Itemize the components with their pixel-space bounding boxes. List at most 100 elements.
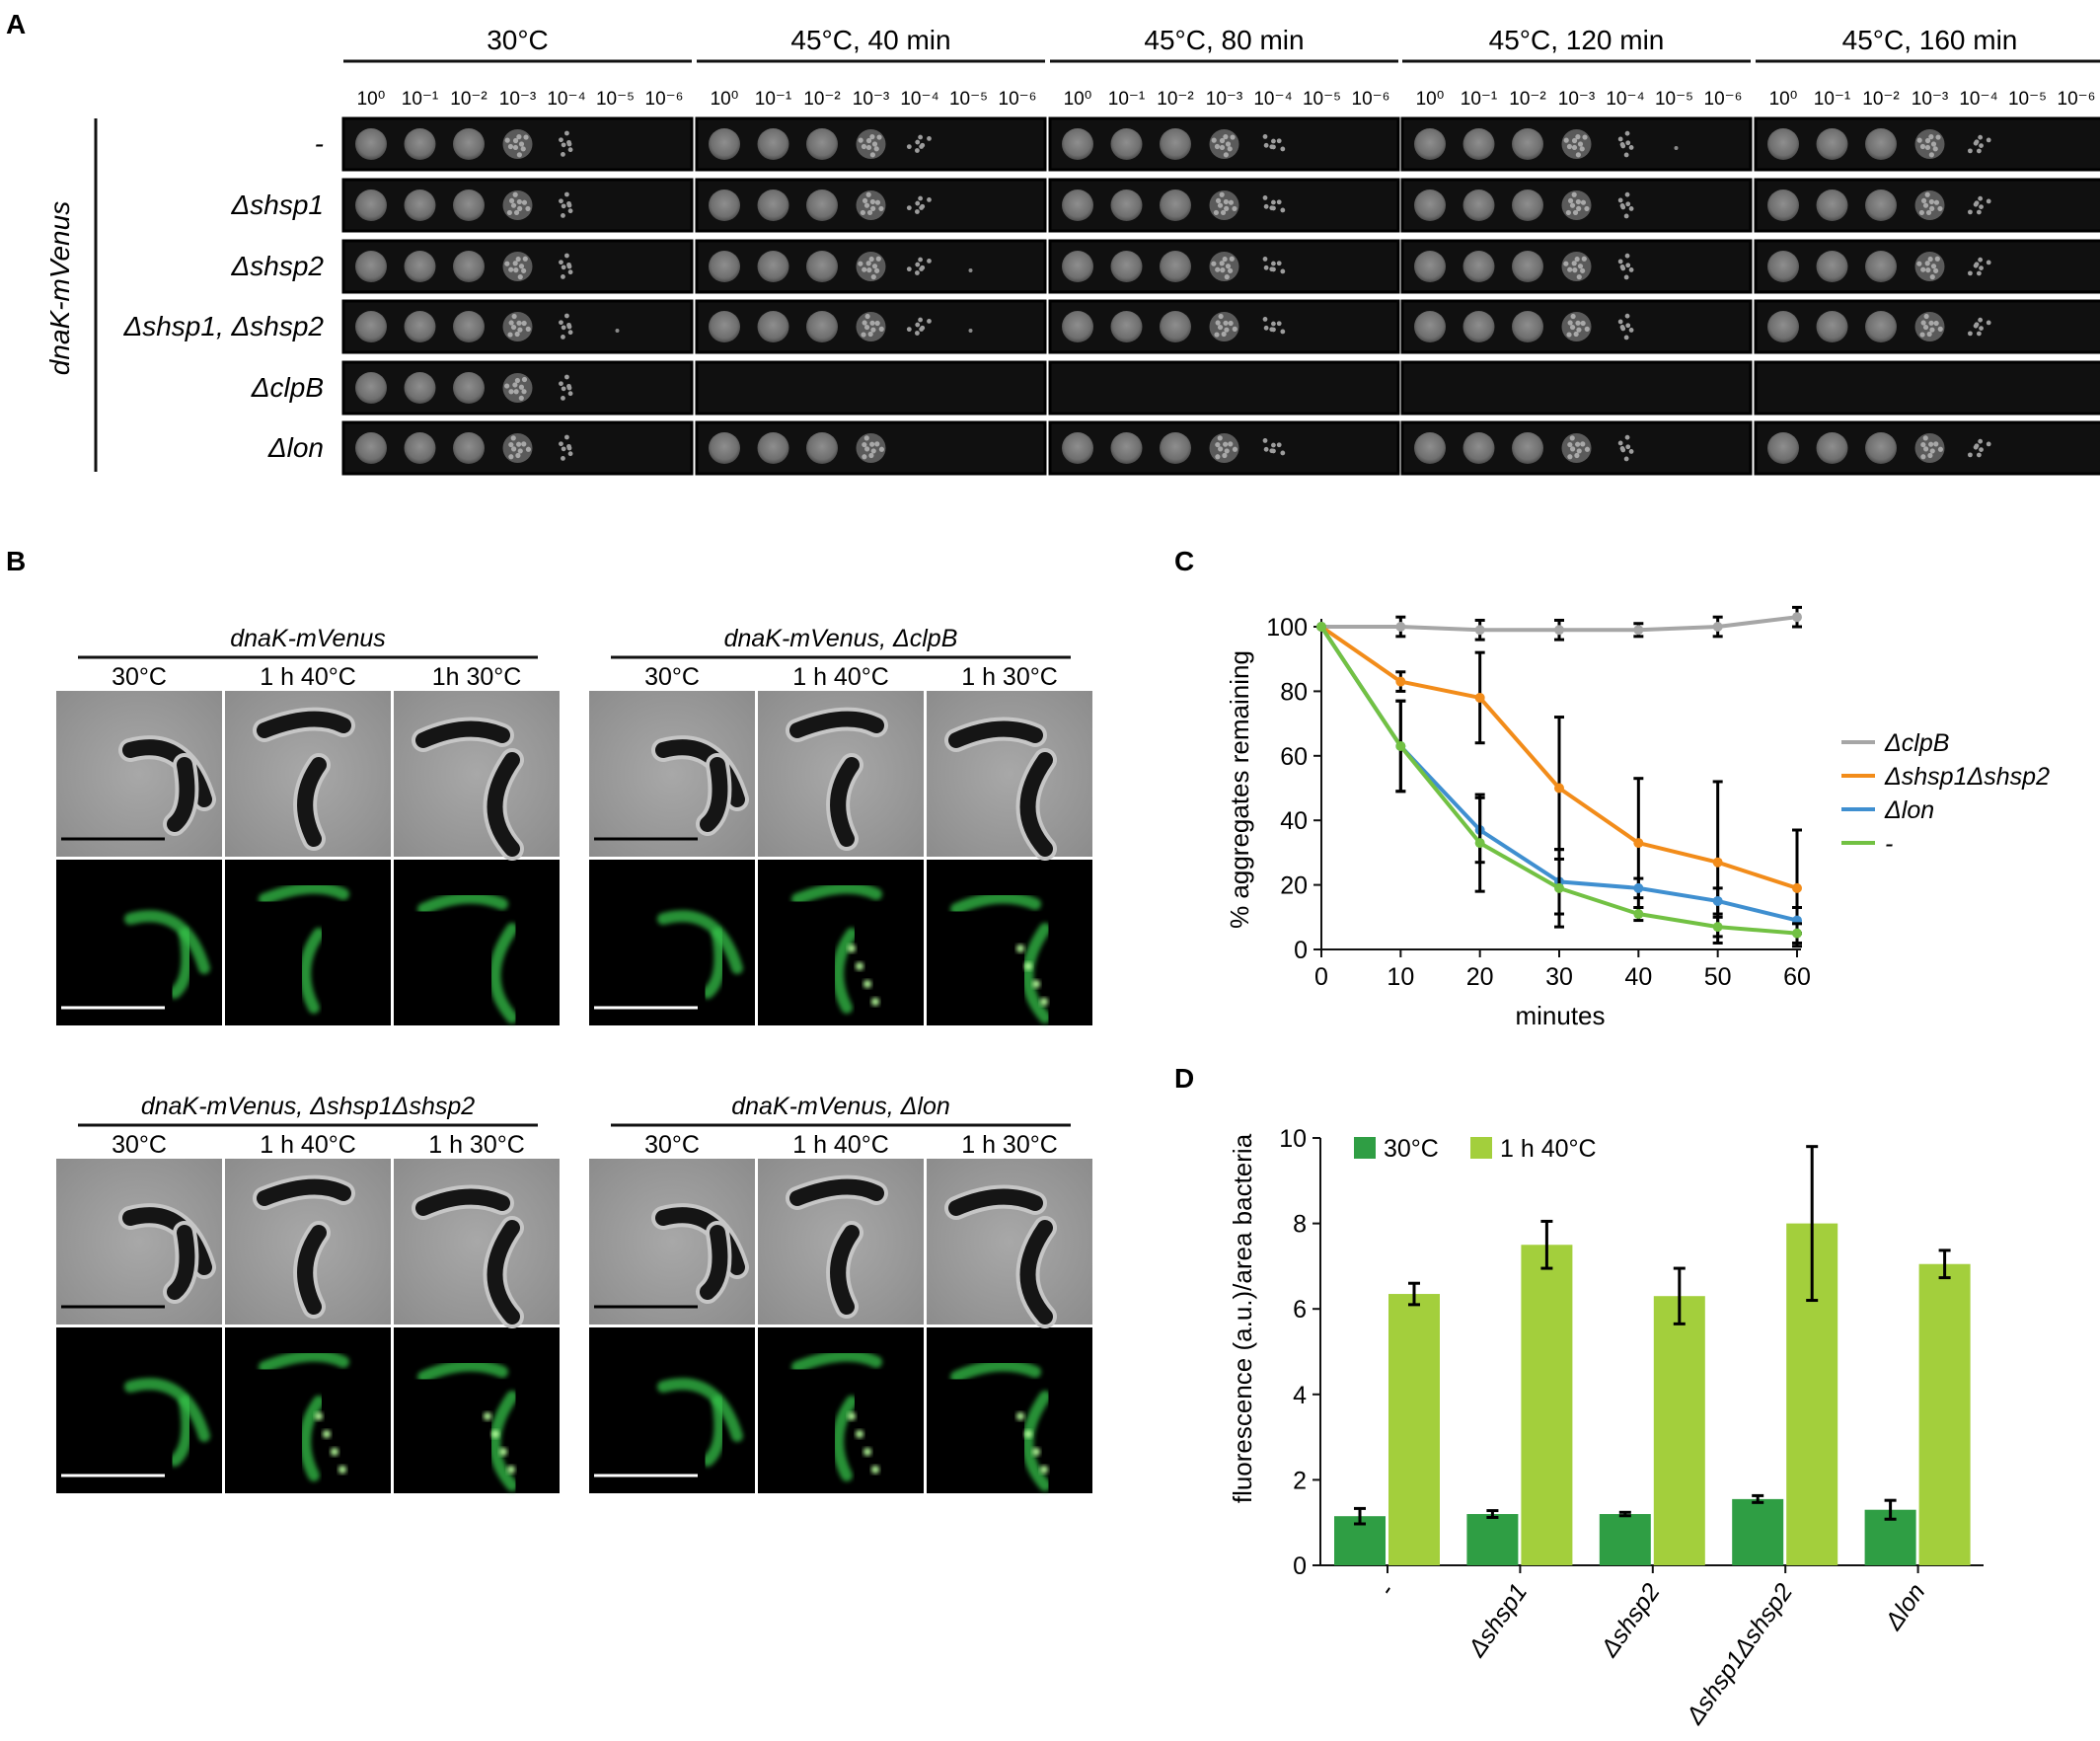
colony-dot — [1924, 144, 1931, 151]
colony-spot — [1462, 432, 1495, 464]
colony-dot — [1620, 265, 1626, 271]
colony-dot — [1271, 205, 1276, 211]
colony-dot — [1623, 213, 1629, 219]
plate-strip — [1754, 178, 2100, 233]
colony-dot — [861, 332, 866, 338]
c-data-point — [1395, 622, 1406, 632]
colony-dot — [1978, 257, 1984, 263]
colony-dot — [1228, 441, 1234, 447]
colony-dot — [1617, 136, 1623, 142]
colony-dot — [1570, 446, 1576, 452]
colony-spot — [1561, 252, 1592, 281]
condition-header: 45°C, 120 min — [1489, 25, 1665, 55]
condition-header: 45°C, 160 min — [1842, 25, 2018, 55]
plate-strip — [341, 116, 694, 172]
colony-dot — [1219, 191, 1225, 197]
colony-dot — [1929, 327, 1935, 333]
colony-dot — [1575, 320, 1581, 326]
aggregate-focus — [1016, 945, 1024, 952]
colony-dot — [1217, 202, 1224, 208]
colony-dot — [1986, 441, 1991, 447]
colony-dot — [1924, 137, 1931, 144]
colony-dot — [871, 264, 878, 269]
aggregate-focus — [1024, 962, 1032, 970]
colony-dot — [1211, 137, 1217, 143]
colony-spot — [1816, 311, 1848, 342]
c-data-point — [1395, 740, 1406, 751]
colony-dot — [1973, 140, 1979, 146]
colony-dot — [858, 261, 863, 266]
colony-dot — [1215, 441, 1221, 448]
colony-dot — [915, 200, 921, 206]
colony-dot — [561, 142, 566, 148]
colony-dot — [516, 134, 522, 140]
gfp-cell — [832, 928, 858, 1014]
colony-dot — [1932, 146, 1938, 152]
colony-spot — [1414, 311, 1446, 342]
colony-dot — [559, 260, 563, 265]
colony-dot — [864, 313, 870, 320]
gfp-cell — [417, 891, 508, 915]
strain-label: Δshsp2 — [230, 251, 324, 281]
bacterium-cell — [830, 757, 860, 847]
colony-dot — [1579, 146, 1585, 152]
colony-dot — [1968, 452, 1973, 458]
aggregate-focus — [1032, 980, 1040, 988]
colony-dot — [927, 319, 932, 324]
colony-spot — [757, 251, 789, 282]
colony-dot — [511, 313, 517, 320]
panel-letter-a: A — [6, 9, 26, 39]
gfp-cell — [259, 1349, 349, 1373]
colony-dot — [1571, 191, 1577, 197]
colony-dot — [1228, 199, 1235, 205]
c-x-tick-label: 30 — [1545, 963, 1573, 991]
colony-dot — [506, 209, 512, 216]
colony-spot — [709, 128, 740, 160]
colony-dot — [1263, 446, 1269, 452]
colony-dot — [1570, 313, 1576, 320]
colony-dot — [1973, 201, 1979, 207]
colony-dot — [915, 331, 920, 336]
plate-strip — [1754, 420, 2100, 476]
c-data-point — [1712, 922, 1723, 933]
plate-background — [1048, 360, 1400, 416]
colony-dot — [1271, 138, 1276, 144]
colony-spot — [1462, 128, 1495, 160]
colony-dot — [1625, 444, 1631, 450]
colony-dot — [1262, 257, 1268, 262]
microscopy-group: dnaK-mVenus, ΔclpB 30°C 1 h 40°C 1 h 30°C — [589, 625, 1092, 1025]
colony-dot — [561, 446, 566, 452]
colony-spot — [1767, 311, 1799, 342]
colony-dot — [566, 443, 571, 449]
aggregate-focus — [856, 962, 863, 970]
colony-dot — [874, 320, 880, 327]
column-label: 1 h 40°C — [260, 1131, 356, 1159]
colony-dot — [1920, 320, 1926, 326]
column-label: 1h 30°C — [432, 663, 522, 691]
c-x-tick-label: 60 — [1783, 963, 1811, 991]
aggregate-focus — [863, 1448, 871, 1456]
colony-dot — [1623, 456, 1629, 462]
plate-background — [1400, 360, 1753, 416]
colony-dot — [918, 257, 924, 263]
colony-dot — [1215, 454, 1221, 460]
colony-dot — [1276, 261, 1282, 266]
colony-spot — [1209, 252, 1239, 281]
colony-dot — [1973, 444, 1979, 450]
condition-header: 45°C, 40 min — [790, 25, 950, 55]
colony-dot — [1926, 331, 1932, 338]
colony-dot — [559, 198, 563, 204]
colony-dot — [516, 320, 522, 326]
colony-dot — [1620, 143, 1626, 149]
colony-dot — [1232, 446, 1238, 452]
bacterium-cell — [830, 1225, 860, 1315]
colony-dot — [514, 331, 520, 338]
colony-dot — [1929, 274, 1935, 280]
colony-dot — [1935, 134, 1941, 140]
dilution-label: 10⁰ — [357, 89, 386, 110]
dilution-label: 10⁻⁵ — [596, 89, 635, 110]
colony-dot — [518, 395, 524, 401]
c-ylabel: % aggregates remaining — [1225, 650, 1254, 929]
colony-dot — [525, 205, 531, 212]
bacterium-cell — [1019, 1220, 1053, 1325]
